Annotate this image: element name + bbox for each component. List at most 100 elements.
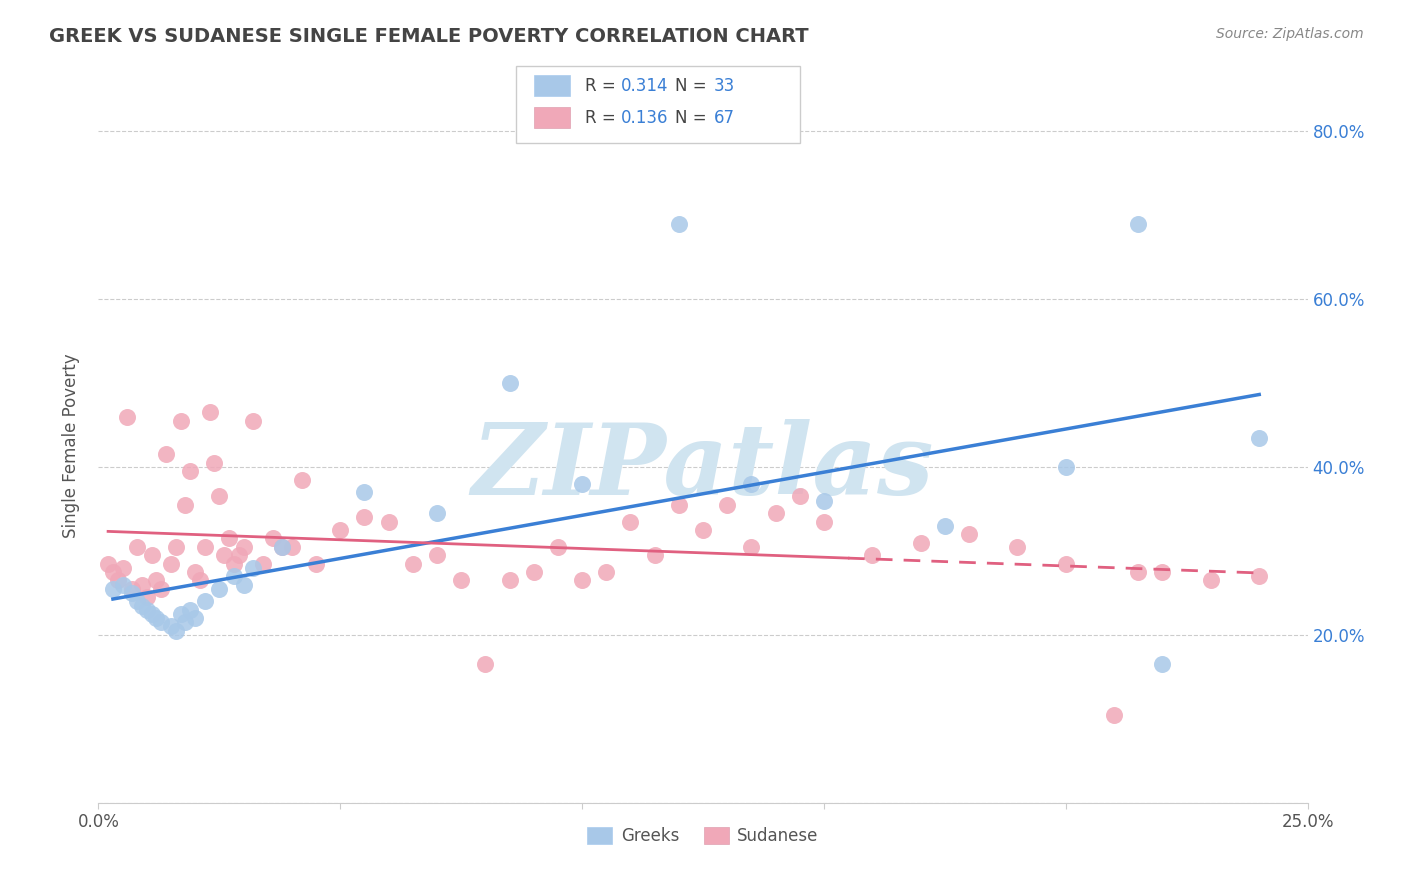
Point [1249, 569, 1271, 583]
Point [184, 565, 207, 579]
Point [813, 515, 835, 529]
Point [101, 565, 124, 579]
Point [101, 582, 124, 596]
Point [547, 540, 569, 554]
Point [329, 523, 352, 537]
Text: 33: 33 [714, 77, 735, 95]
Point [232, 577, 254, 591]
Point [111, 560, 134, 574]
Point [131, 577, 153, 591]
Point [169, 607, 191, 621]
Point [498, 376, 520, 390]
Point [218, 532, 240, 546]
Text: 0.136: 0.136 [621, 109, 668, 127]
Point [813, 493, 835, 508]
Point [377, 515, 399, 529]
Text: 0.314: 0.314 [621, 77, 668, 95]
Point [644, 548, 666, 562]
Point [155, 447, 177, 461]
Point [150, 582, 173, 596]
Point [595, 565, 617, 579]
Text: Source: ZipAtlas.com: Source: ZipAtlas.com [1216, 27, 1364, 41]
Point [692, 523, 714, 537]
Point [740, 540, 762, 554]
Point [716, 498, 738, 512]
Point [668, 217, 690, 231]
Point [169, 414, 191, 428]
Point [117, 409, 139, 424]
Point [165, 624, 187, 638]
Point [145, 611, 167, 625]
Point [1249, 431, 1271, 445]
Point [571, 476, 593, 491]
Point [97, 557, 120, 571]
Point [179, 464, 201, 478]
Point [305, 557, 328, 571]
Text: N =: N = [675, 77, 711, 95]
Point [208, 489, 231, 503]
Point [426, 548, 449, 562]
Point [194, 540, 217, 554]
Point [1054, 460, 1077, 475]
Point [127, 594, 149, 608]
Point [252, 557, 274, 571]
Point [1128, 217, 1150, 231]
Point [194, 594, 217, 608]
Point [121, 582, 143, 596]
Point [668, 498, 690, 512]
Point [135, 603, 157, 617]
Point [212, 548, 235, 562]
FancyBboxPatch shape [516, 66, 800, 143]
Point [619, 515, 641, 529]
Point [127, 540, 149, 554]
Point [204, 456, 226, 470]
Point [141, 607, 163, 621]
Point [107, 574, 129, 588]
Point [208, 582, 231, 596]
Point [1199, 574, 1222, 588]
Point [131, 599, 153, 613]
Point [281, 540, 304, 554]
Point [174, 498, 197, 512]
Point [184, 611, 207, 625]
Text: ZIPatlas: ZIPatlas [472, 419, 934, 516]
Point [242, 414, 264, 428]
Point [910, 535, 932, 549]
Point [111, 577, 134, 591]
Point [232, 540, 254, 554]
Point [165, 540, 187, 554]
Point [498, 574, 520, 588]
Point [765, 506, 787, 520]
Point [271, 540, 294, 554]
Point [179, 603, 201, 617]
Point [145, 574, 167, 588]
Text: R =: R = [585, 109, 620, 127]
Point [135, 590, 157, 604]
Point [571, 574, 593, 588]
Point [174, 615, 197, 630]
Point [271, 540, 294, 554]
Point [1128, 565, 1150, 579]
Text: R =: R = [585, 77, 620, 95]
Point [150, 615, 173, 630]
Point [353, 510, 375, 524]
Point [198, 405, 221, 419]
Point [1007, 540, 1029, 554]
Point [957, 527, 980, 541]
Legend: Greeks, Sudanese: Greeks, Sudanese [581, 820, 825, 852]
Point [160, 557, 183, 571]
Point [121, 586, 143, 600]
Point [160, 619, 183, 633]
Point [228, 548, 250, 562]
Point [934, 518, 956, 533]
Point [141, 548, 163, 562]
Point [523, 565, 546, 579]
Text: N =: N = [675, 109, 711, 127]
Point [740, 476, 762, 491]
Point [242, 560, 264, 574]
Point [1054, 557, 1077, 571]
Point [860, 548, 883, 562]
Point [1152, 657, 1174, 672]
Point [789, 489, 811, 503]
Text: GREEK VS SUDANESE SINGLE FEMALE POVERTY CORRELATION CHART: GREEK VS SUDANESE SINGLE FEMALE POVERTY … [49, 27, 808, 45]
